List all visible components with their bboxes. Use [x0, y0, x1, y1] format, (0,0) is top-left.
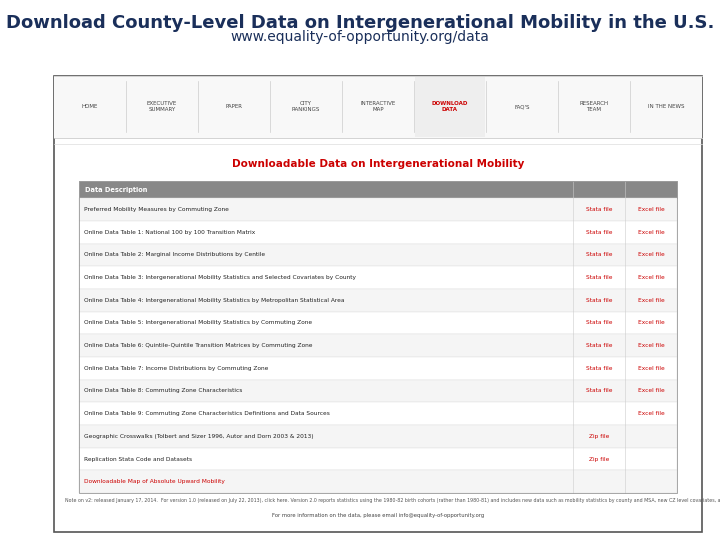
Text: Excel file: Excel file — [637, 343, 665, 348]
Bar — [79, 357, 677, 380]
Bar — [54, 76, 702, 138]
Text: PAPER: PAPER — [225, 104, 243, 109]
Bar — [79, 221, 677, 244]
Text: Online Data Table 5: Intergenerational Mobility Statistics by Commuting Zone: Online Data Table 5: Intergenerational M… — [84, 320, 312, 326]
Bar — [79, 334, 677, 357]
Text: Downloadable Map of Absolute Upward Mobility: Downloadable Map of Absolute Upward Mobi… — [84, 479, 225, 484]
Text: CITY
RANKINGS: CITY RANKINGS — [292, 101, 320, 112]
Text: Stata file: Stata file — [586, 207, 612, 212]
Text: Online Data Table 8: Commuting Zone Characteristics: Online Data Table 8: Commuting Zone Char… — [84, 388, 242, 394]
Bar — [79, 425, 677, 448]
Text: Online Data Table 9: Commuting Zone Characteristics Definitions and Data Sources: Online Data Table 9: Commuting Zone Char… — [84, 411, 329, 416]
Bar — [79, 289, 677, 312]
Bar — [79, 181, 677, 198]
Text: Online Data Table 2: Marginal Income Distributions by Centile: Online Data Table 2: Marginal Income Dis… — [84, 252, 265, 258]
Text: Stata file: Stata file — [586, 366, 612, 371]
Text: Download County-Level Data on Intergenerational Mobility in the U.S.: Download County-Level Data on Intergener… — [6, 14, 714, 31]
Text: Zip file: Zip file — [589, 434, 609, 439]
Text: Stata file: Stata file — [586, 252, 612, 258]
Bar — [79, 312, 677, 334]
Text: Stata file: Stata file — [586, 298, 612, 303]
Text: Stata file: Stata file — [586, 343, 612, 348]
Bar — [54, 76, 702, 532]
Text: Excel file: Excel file — [637, 275, 665, 280]
Text: Online Data Table 6: Quintile-Quintile Transition Matrices by Commuting Zone: Online Data Table 6: Quintile-Quintile T… — [84, 343, 312, 348]
Text: Excel file: Excel file — [637, 207, 665, 212]
Text: Stata file: Stata file — [586, 275, 612, 280]
Text: Online Data Table 3: Intergenerational Mobility Statistics and Selected Covariat: Online Data Table 3: Intergenerational M… — [84, 275, 356, 280]
Text: INTERACTIVE
MAP: INTERACTIVE MAP — [361, 101, 395, 112]
Text: Stata file: Stata file — [586, 388, 612, 394]
Text: Excel file: Excel file — [637, 388, 665, 394]
Text: DOWNLOAD
DATA: DOWNLOAD DATA — [432, 101, 468, 112]
Text: Excel file: Excel file — [637, 230, 665, 235]
Text: RESEARCH
TEAM: RESEARCH TEAM — [580, 101, 608, 112]
Text: Downloadable Data on Intergenerational Mobility: Downloadable Data on Intergenerational M… — [232, 159, 524, 170]
Bar — [79, 266, 677, 289]
Text: Geographic Crosswalks (Tolbert and Sizer 1996, Autor and Dorn 2003 & 2013): Geographic Crosswalks (Tolbert and Sizer… — [84, 434, 313, 439]
Text: HOME: HOME — [82, 104, 98, 109]
Text: Excel file: Excel file — [637, 366, 665, 371]
Text: FAQ'S: FAQ'S — [514, 104, 530, 109]
Bar — [79, 244, 677, 266]
Text: IN THE NEWS: IN THE NEWS — [648, 104, 684, 109]
Bar — [415, 77, 485, 137]
Text: Excel file: Excel file — [637, 320, 665, 326]
Bar — [79, 181, 677, 493]
Text: Excel file: Excel file — [637, 298, 665, 303]
Text: Zip file: Zip file — [589, 456, 609, 462]
Bar — [79, 402, 677, 425]
Text: EXECUTIVE
SUMMARY: EXECUTIVE SUMMARY — [147, 101, 177, 112]
Text: Stata file: Stata file — [586, 320, 612, 326]
Text: Data Description: Data Description — [85, 186, 148, 193]
Bar — [79, 448, 677, 470]
Text: Online Data Table 7: Income Distributions by Commuting Zone: Online Data Table 7: Income Distribution… — [84, 366, 268, 371]
Text: www.equality-of-opportunity.org/data: www.equality-of-opportunity.org/data — [230, 30, 490, 44]
Bar — [79, 380, 677, 402]
Text: Stata file: Stata file — [586, 230, 612, 235]
Text: Online Data Table 4: Intergenerational Mobility Statistics by Metropolitan Stati: Online Data Table 4: Intergenerational M… — [84, 298, 344, 303]
Text: Online Data Table 1: National 100 by 100 Transition Matrix: Online Data Table 1: National 100 by 100… — [84, 230, 255, 235]
Text: For more information on the data, please email info@equality-of-opportunity.org: For more information on the data, please… — [272, 513, 484, 518]
Bar — [79, 198, 677, 221]
Text: Note on v2: released January 17, 2014.  For version 1.0 (released on July 22, 20: Note on v2: released January 17, 2014. F… — [65, 498, 720, 503]
Text: Preferred Mobility Measures by Commuting Zone: Preferred Mobility Measures by Commuting… — [84, 207, 228, 212]
Text: Excel file: Excel file — [637, 252, 665, 258]
Bar — [79, 470, 677, 493]
Text: Replication Stata Code and Datasets: Replication Stata Code and Datasets — [84, 456, 192, 462]
Text: Excel file: Excel file — [637, 411, 665, 416]
